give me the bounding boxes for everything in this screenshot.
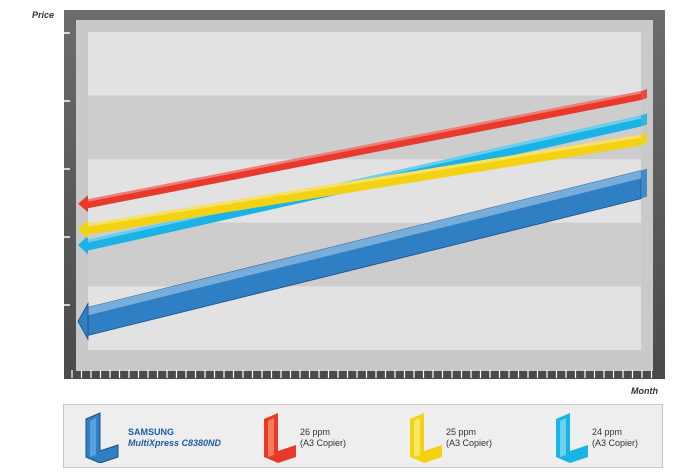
- series-4: [77, 168, 647, 341]
- series-1: [78, 89, 647, 213]
- series-arrowhead: [78, 195, 88, 213]
- yellow-ribbon-icon: [410, 413, 442, 463]
- series-highlight: [88, 134, 641, 227]
- series-arrowhead: [77, 301, 89, 341]
- series-endcap: [641, 89, 647, 101]
- legend-label-line1: 25 ppm: [446, 427, 477, 437]
- cyan-ribbon-icon: [556, 413, 588, 463]
- chart-area: [64, 10, 665, 379]
- legend-label-line2: MultiXpress C8380ND: [128, 438, 222, 448]
- legend-label-line2: (A3 Copier): [446, 438, 493, 448]
- y-axis-label: Price: [32, 10, 55, 20]
- grid-band: [88, 32, 641, 96]
- series-endcap: [641, 168, 647, 199]
- legend-label-line1: 24 ppm: [592, 427, 623, 437]
- legend: SAMSUNG MultiXpress C8380ND 26 ppm (A3 C…: [63, 404, 663, 468]
- series-arrowhead: [78, 219, 88, 239]
- red-ribbon-icon: [264, 413, 296, 463]
- series-highlight: [88, 91, 641, 202]
- x-axis-label: Month: [631, 386, 658, 396]
- legend-label-line2: (A3 Copier): [300, 438, 347, 448]
- blue-ribbon-icon: [85, 412, 119, 463]
- series-3: [78, 132, 647, 239]
- legend-label-line1: SAMSUNG: [128, 427, 175, 437]
- legend-label-line1: 26 ppm: [300, 427, 331, 437]
- series-endcap: [641, 113, 647, 127]
- series-arrowhead: [78, 235, 88, 255]
- legend-label-line2: (A3 Copier): [592, 438, 639, 448]
- series-endcap: [641, 132, 647, 146]
- series-highlight: [88, 170, 641, 316]
